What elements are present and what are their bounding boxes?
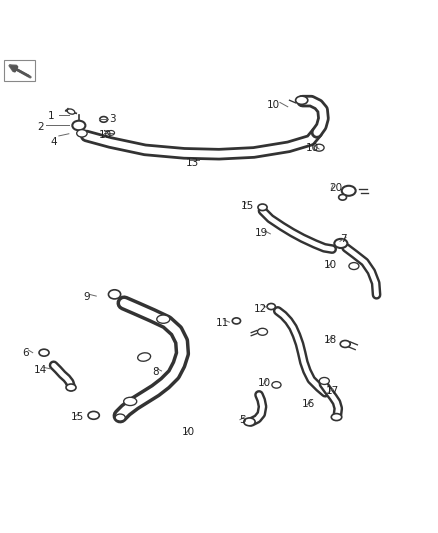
Text: 19: 19: [255, 228, 268, 238]
Ellipse shape: [109, 290, 120, 299]
Text: 4: 4: [50, 136, 57, 147]
Text: 17: 17: [325, 386, 339, 397]
Text: 20: 20: [329, 183, 342, 193]
Text: 10: 10: [323, 260, 336, 270]
Ellipse shape: [115, 414, 125, 421]
Ellipse shape: [349, 263, 359, 270]
Ellipse shape: [272, 382, 281, 388]
Ellipse shape: [100, 117, 108, 122]
Text: 16: 16: [302, 399, 315, 409]
Ellipse shape: [339, 195, 346, 200]
Text: 13: 13: [186, 158, 200, 168]
Ellipse shape: [88, 411, 99, 419]
Ellipse shape: [342, 186, 356, 196]
Ellipse shape: [340, 341, 350, 348]
Ellipse shape: [67, 109, 75, 114]
Ellipse shape: [258, 328, 268, 335]
Ellipse shape: [334, 239, 347, 248]
Text: 15: 15: [240, 200, 254, 211]
Text: 10: 10: [99, 130, 113, 140]
Ellipse shape: [157, 315, 170, 324]
Text: 2: 2: [37, 122, 44, 132]
Ellipse shape: [296, 96, 308, 104]
Ellipse shape: [258, 204, 267, 211]
Text: 3: 3: [109, 115, 116, 124]
Ellipse shape: [108, 131, 115, 135]
Ellipse shape: [77, 130, 87, 137]
Text: 7: 7: [340, 234, 346, 244]
Text: 10: 10: [182, 427, 195, 437]
Text: 14: 14: [34, 365, 47, 375]
Text: 12: 12: [254, 304, 267, 314]
Ellipse shape: [138, 353, 151, 361]
Ellipse shape: [232, 318, 240, 324]
Ellipse shape: [244, 418, 255, 426]
Ellipse shape: [331, 414, 342, 421]
Text: 6: 6: [22, 348, 28, 358]
Text: 10: 10: [258, 378, 271, 387]
Text: 11: 11: [216, 318, 229, 328]
Text: 15: 15: [71, 411, 84, 422]
Ellipse shape: [66, 384, 76, 391]
Text: 10: 10: [306, 143, 319, 152]
Text: 5: 5: [240, 415, 246, 425]
Text: 9: 9: [83, 292, 89, 302]
Ellipse shape: [39, 349, 49, 356]
Ellipse shape: [267, 303, 276, 310]
Ellipse shape: [124, 397, 137, 406]
Ellipse shape: [319, 377, 329, 384]
Polygon shape: [4, 60, 35, 81]
Text: 8: 8: [152, 367, 159, 377]
Ellipse shape: [72, 120, 85, 130]
Ellipse shape: [314, 144, 324, 151]
Text: 10: 10: [267, 100, 280, 110]
Text: 1: 1: [48, 111, 55, 122]
Text: 18: 18: [323, 335, 337, 345]
